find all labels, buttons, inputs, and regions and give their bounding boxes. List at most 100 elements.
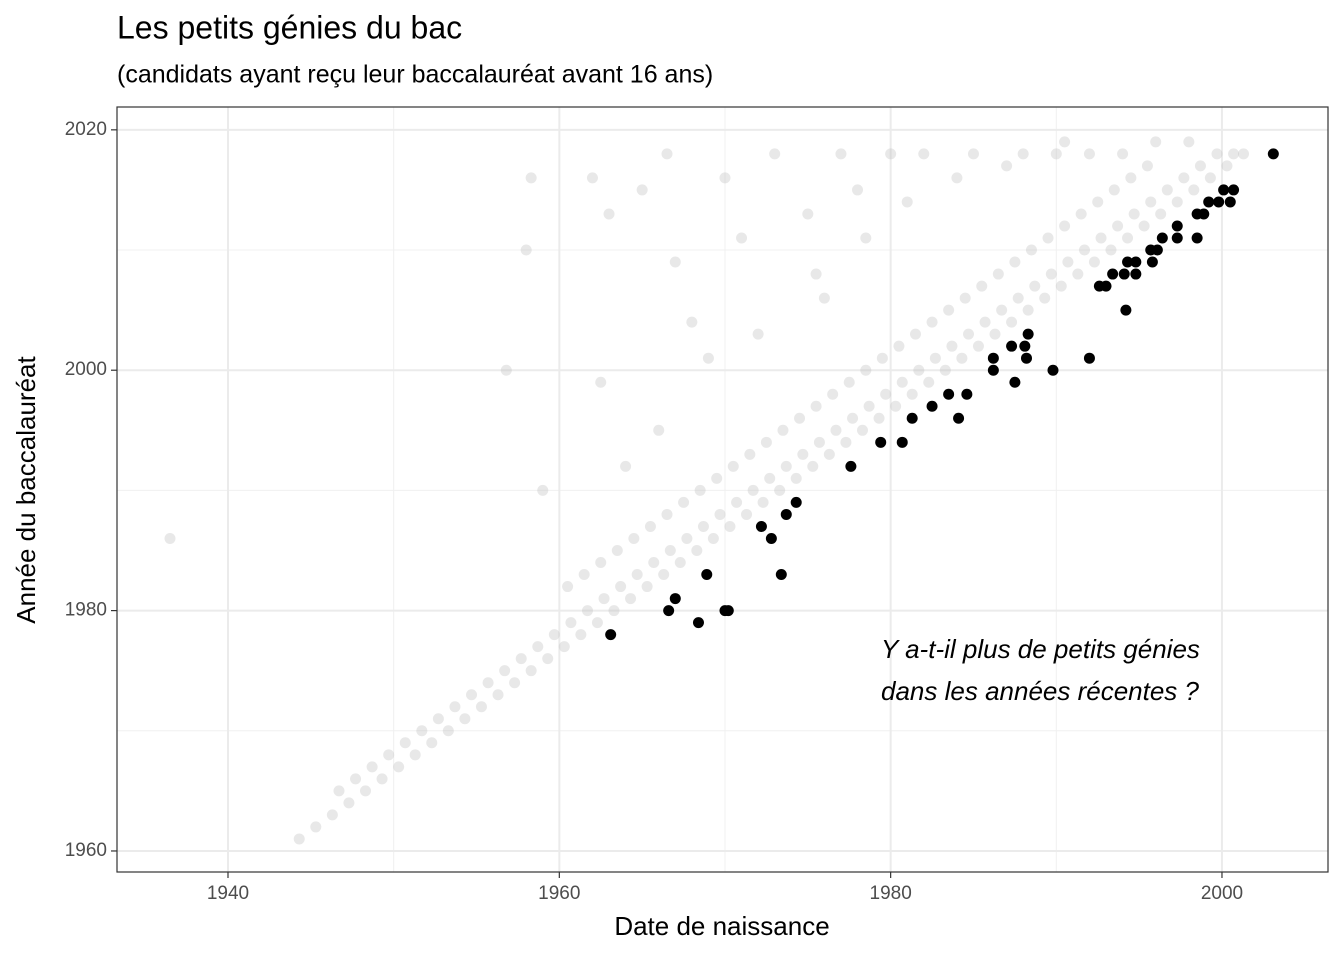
point [326, 809, 338, 821]
point [636, 184, 648, 196]
point [1238, 148, 1250, 160]
point [790, 472, 802, 484]
point [843, 376, 855, 388]
point [790, 496, 802, 508]
plot-area [117, 107, 1328, 872]
point [620, 460, 632, 472]
point [694, 484, 706, 496]
point [953, 412, 965, 424]
x-tick-label: 2000 [1201, 883, 1243, 904]
point [442, 725, 454, 737]
point [383, 749, 395, 761]
point [956, 352, 968, 364]
point [1156, 232, 1168, 244]
point [1047, 364, 1059, 376]
point [1130, 268, 1142, 280]
y-tick-label: 2000 [65, 359, 107, 380]
point [1055, 280, 1067, 292]
point [1020, 352, 1032, 364]
point [996, 304, 1008, 316]
point [847, 412, 859, 424]
point [852, 184, 864, 196]
point [1112, 220, 1124, 232]
point [515, 653, 527, 665]
point [1009, 256, 1021, 268]
point [608, 605, 620, 617]
points [164, 136, 1279, 845]
point [976, 280, 988, 292]
point [399, 737, 411, 749]
point [1122, 256, 1134, 268]
point [1107, 268, 1119, 280]
axes: 1940 1960 1980 2000 1960 1980 2000 2020 [65, 106, 1329, 904]
x-axis-title: Date de naissance [614, 911, 829, 941]
point [827, 388, 839, 400]
point [1221, 160, 1233, 172]
point [499, 665, 511, 677]
x-tick-label: 1980 [870, 883, 912, 904]
point [1151, 244, 1163, 256]
point [681, 532, 693, 544]
point [658, 569, 670, 581]
point [1006, 316, 1018, 328]
point [628, 532, 640, 544]
point [1118, 268, 1130, 280]
point [777, 424, 789, 436]
point [449, 701, 461, 713]
point [757, 496, 769, 508]
point [1059, 220, 1071, 232]
point [1138, 220, 1150, 232]
point [702, 352, 714, 364]
point [661, 148, 673, 160]
point [863, 400, 875, 412]
point [890, 400, 902, 412]
y-tick-label: 1980 [65, 600, 107, 621]
point [558, 641, 570, 653]
y-tick-label: 1960 [65, 840, 107, 861]
point [1130, 256, 1142, 268]
point [1146, 256, 1158, 268]
point [963, 328, 975, 340]
point [830, 424, 842, 436]
point [562, 581, 574, 593]
point [719, 172, 731, 184]
point [1001, 160, 1013, 172]
point [943, 388, 955, 400]
point [845, 460, 857, 472]
point [896, 376, 908, 388]
point [542, 653, 554, 665]
point [1171, 220, 1183, 232]
point [1191, 208, 1203, 220]
point [359, 785, 371, 797]
point [1092, 196, 1104, 208]
point [1183, 136, 1195, 148]
point [648, 557, 660, 569]
plot-border [116, 106, 1329, 873]
point [802, 208, 814, 220]
point [1117, 148, 1129, 160]
point [575, 629, 587, 641]
point [376, 773, 388, 785]
point [1108, 184, 1120, 196]
point [769, 148, 781, 160]
point [1009, 376, 1021, 388]
point [586, 172, 598, 184]
point [1022, 328, 1034, 340]
point [525, 665, 537, 677]
point [893, 340, 905, 352]
point [1088, 256, 1100, 268]
point [1012, 292, 1024, 304]
point [1072, 268, 1084, 280]
point [1145, 196, 1157, 208]
point [663, 605, 675, 617]
point [416, 725, 428, 737]
point [343, 797, 355, 809]
point [1125, 172, 1137, 184]
point [989, 328, 1001, 340]
annotation: dans les années récentes ? [881, 676, 1200, 706]
point [972, 340, 984, 352]
point [780, 460, 792, 472]
point [1029, 280, 1041, 292]
point [674, 557, 686, 569]
point [520, 244, 532, 256]
